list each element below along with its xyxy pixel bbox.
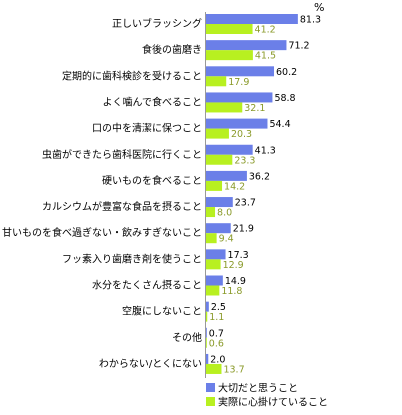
value-label: 32.1	[244, 103, 265, 114]
legend-swatch	[206, 383, 215, 392]
bar-practiced	[206, 207, 216, 218]
category-label: よく噛んで食べること	[103, 95, 203, 108]
value-label: 14.9	[225, 276, 246, 287]
value-label: 0.6	[209, 338, 224, 349]
value-label: 81.3	[300, 15, 321, 26]
value-label: 58.8	[274, 93, 295, 104]
value-label: 17.9	[228, 77, 249, 88]
bar-important	[206, 301, 209, 312]
bar-practiced	[206, 154, 233, 165]
category-label: 定期的に歯科検診を受けること	[62, 69, 202, 82]
value-label: 23.3	[234, 155, 255, 166]
value-label: 17.3	[228, 250, 249, 261]
bar-important	[206, 353, 209, 364]
category-label: フッ素入り歯磨き剤を使うこと	[62, 252, 202, 265]
bar-important	[206, 197, 233, 208]
value-label: 36.2	[249, 171, 270, 182]
value-label: 2.0	[210, 354, 225, 365]
value-label: 41.2	[255, 25, 276, 36]
bar-important	[206, 118, 268, 129]
category-label: 硬いものを食べること	[102, 174, 202, 187]
bar-important	[206, 327, 207, 338]
value-label: 12.9	[223, 260, 244, 271]
category-label: 口の中を清潔に保つこと	[92, 122, 202, 135]
bar-practiced	[206, 128, 229, 139]
value-label: 21.9	[233, 224, 254, 235]
value-label: 9.4	[219, 234, 234, 245]
category-label: 水分をたくさん摂ること	[92, 279, 202, 292]
category-label: 正しいブラッシング	[112, 17, 202, 30]
value-label: 60.2	[276, 67, 297, 78]
value-label: 2.5	[211, 302, 226, 313]
bar-practiced	[206, 337, 207, 348]
bar-practiced	[206, 311, 208, 322]
bar-important	[206, 144, 253, 155]
category-label: その他	[172, 331, 202, 344]
bar-important	[206, 66, 275, 77]
value-label: 13.7	[223, 364, 244, 375]
legend-label: 実際に心掛けていること	[218, 396, 328, 409]
bar-important	[206, 223, 231, 234]
value-label: 41.5	[255, 51, 276, 62]
bar-practiced	[206, 363, 222, 374]
value-label: 71.2	[288, 41, 309, 52]
value-label: 20.3	[231, 129, 252, 140]
value-label: 54.4	[269, 119, 290, 130]
unit-label: %	[314, 1, 324, 14]
bars-group: 正しいブラッシング 81.3 41.2 食後の歯磨き 71.2 41.5 定期的に歯科検診を…	[2, 14, 321, 375]
value-label: 8.0	[217, 208, 232, 219]
bar-practiced	[206, 102, 243, 113]
bar-practiced	[206, 76, 227, 87]
value-label: 23.7	[235, 198, 256, 209]
value-label: 41.3	[255, 145, 276, 156]
bar-important	[206, 275, 223, 286]
legend-label: 大切だと思うこと	[218, 382, 298, 395]
bar-important	[206, 14, 298, 24]
bar-practiced	[206, 233, 217, 244]
bar-important	[206, 249, 226, 260]
bar-important	[206, 92, 273, 103]
bar-practiced	[206, 259, 221, 270]
category-label: 甘いものを食べ過ぎない・飲みすぎないこと	[2, 226, 202, 239]
bar-important	[206, 170, 247, 181]
bar-important	[206, 40, 287, 51]
legend-swatch	[206, 397, 215, 406]
value-label: 11.8	[221, 286, 242, 297]
category-label: 食後の歯磨き	[142, 43, 202, 56]
category-label: 空腹にしないこと	[122, 305, 202, 318]
bar-practiced	[206, 180, 223, 191]
bar-practiced	[206, 285, 220, 296]
value-label: 14.2	[224, 181, 245, 192]
bar-practiced	[206, 24, 253, 34]
category-label: 虫歯ができたら歯科医院に行くこと	[42, 148, 202, 161]
value-label: 1.1	[209, 312, 224, 323]
category-label: カルシウムが豊富な食品を摂ること	[42, 200, 202, 213]
bar-practiced	[206, 50, 253, 61]
value-label: 0.7	[209, 328, 224, 339]
category-label: わからない/とくにない	[99, 358, 202, 370]
